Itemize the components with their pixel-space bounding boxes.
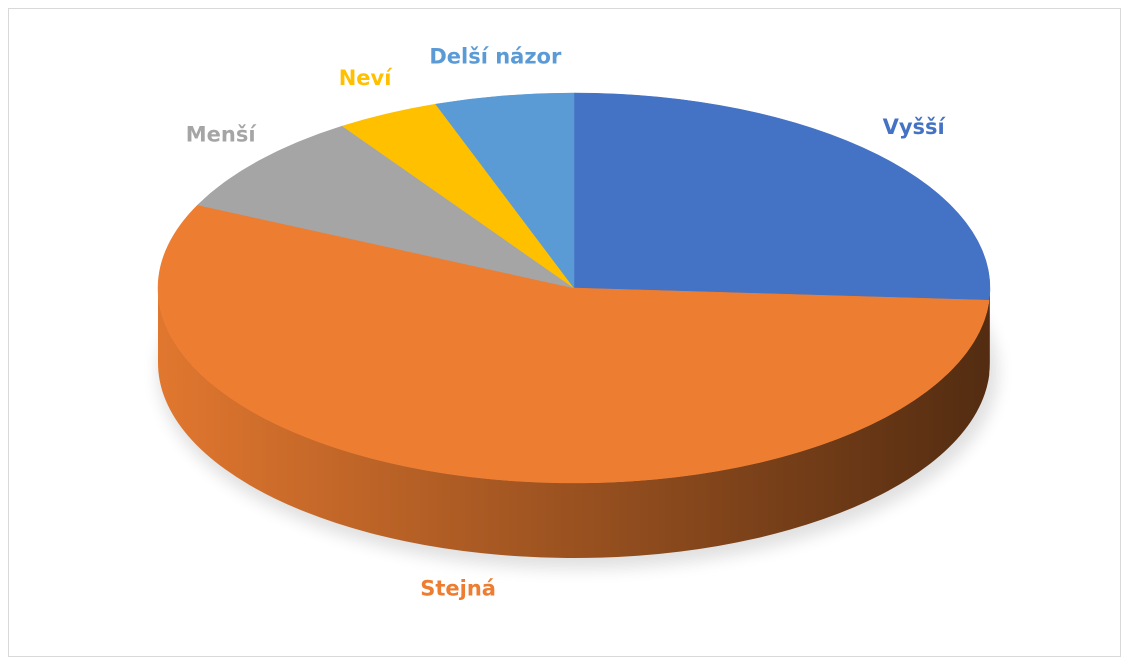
slice <box>435 92 575 289</box>
slice-label: Delší názor <box>429 44 562 68</box>
slice-label: Vyšší <box>883 115 947 139</box>
slice-side <box>989 288 990 376</box>
slice-label: Stejná <box>420 577 496 601</box>
slice-label: Neví <box>339 66 394 90</box>
slice <box>573 92 991 301</box>
slice-side <box>158 288 990 559</box>
slice <box>197 125 575 289</box>
slice-label: Menší <box>186 122 258 146</box>
slice <box>157 204 990 484</box>
